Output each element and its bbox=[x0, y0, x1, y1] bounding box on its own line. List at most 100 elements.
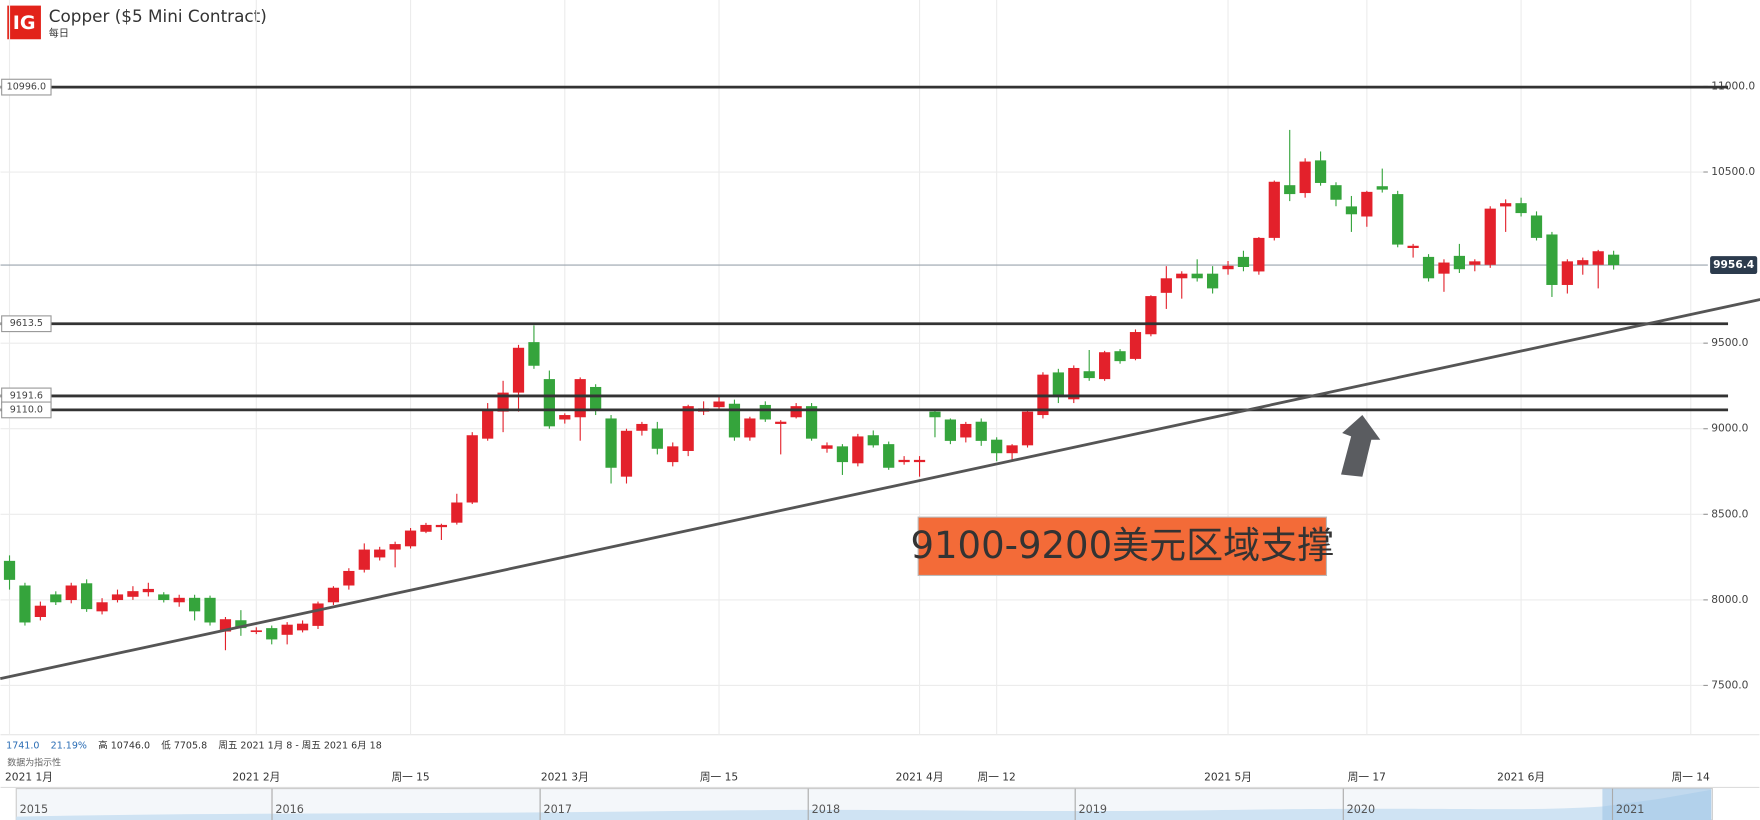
candle-body bbox=[389, 544, 401, 550]
candle-body bbox=[1484, 208, 1496, 265]
candle-body bbox=[219, 619, 232, 632]
last-price-box bbox=[1710, 256, 1758, 275]
candle-body bbox=[404, 530, 417, 547]
candle-body bbox=[1099, 352, 1111, 380]
candle-body bbox=[605, 418, 617, 468]
candle-body bbox=[913, 459, 926, 463]
candle-body bbox=[759, 404, 771, 420]
candle-body bbox=[713, 401, 725, 408]
candle-body bbox=[1129, 332, 1142, 359]
candle-body bbox=[250, 630, 262, 633]
navigator-label: 2017 bbox=[543, 803, 572, 816]
level-label: 9613.5 bbox=[10, 318, 43, 329]
candle-body bbox=[1361, 191, 1373, 217]
x-tick-label: 周一 15 bbox=[700, 770, 738, 783]
x-tick-label: 周一 14 bbox=[1672, 770, 1710, 783]
candle-body bbox=[1469, 261, 1481, 265]
candle-body bbox=[189, 597, 201, 612]
last-price-label: 9956.4 bbox=[1713, 258, 1754, 271]
candle-body bbox=[1068, 367, 1080, 400]
stat: 21.19% bbox=[51, 740, 87, 751]
candle-body bbox=[281, 624, 293, 635]
navigator-label: 2021 bbox=[1616, 803, 1645, 816]
candle-body bbox=[1592, 251, 1604, 265]
candle-body bbox=[81, 583, 93, 610]
note: 数据为指示性 bbox=[7, 756, 61, 768]
logo: IG bbox=[13, 12, 36, 34]
candle-body bbox=[1515, 203, 1527, 214]
candle-body bbox=[327, 587, 340, 603]
candle-body bbox=[1191, 273, 1203, 279]
candle-body bbox=[682, 406, 694, 451]
y-tick-label: 10500.0 bbox=[1711, 165, 1755, 178]
arrow bbox=[1341, 415, 1381, 477]
candle-body bbox=[744, 418, 756, 438]
y-tick-label: 9000.0 bbox=[1711, 422, 1748, 435]
candle-body bbox=[142, 588, 154, 593]
stat: 1741.0 bbox=[6, 740, 39, 751]
x-tick-label: 周一 15 bbox=[391, 770, 429, 783]
candle-body bbox=[374, 549, 386, 558]
stat: 低 7705.8 bbox=[161, 739, 207, 751]
candle-body bbox=[821, 445, 833, 449]
candle-body bbox=[1546, 234, 1558, 285]
candle-body bbox=[1145, 296, 1157, 335]
y-tick-label: 9500.0 bbox=[1711, 336, 1748, 349]
candle-body bbox=[1561, 261, 1573, 285]
level-label: 10996.0 bbox=[7, 82, 46, 93]
candle-body bbox=[559, 415, 571, 420]
x-tick-label: 2021 1月 bbox=[5, 770, 53, 783]
candle-body bbox=[590, 386, 602, 410]
candle-body bbox=[1268, 181, 1280, 238]
candle-body bbox=[466, 435, 478, 503]
candle-body bbox=[1299, 161, 1311, 194]
candle-body bbox=[1206, 273, 1219, 289]
candle-body bbox=[775, 421, 787, 424]
candle-body bbox=[343, 570, 355, 586]
x-tick-label: 周一 17 bbox=[1348, 770, 1386, 783]
candle-body bbox=[451, 502, 463, 523]
candle-body bbox=[852, 436, 864, 464]
candle-body bbox=[3, 560, 16, 580]
candle-body bbox=[420, 524, 432, 532]
candle-body bbox=[1392, 194, 1404, 245]
x-tick-label: 2021 2月 bbox=[232, 770, 280, 783]
x-tick-label: 周一 12 bbox=[978, 770, 1016, 783]
y-tick-label: 8000.0 bbox=[1711, 593, 1748, 606]
candle-body bbox=[96, 602, 108, 612]
navigator-window bbox=[1602, 788, 1712, 820]
candle-body bbox=[312, 603, 324, 626]
candle-body bbox=[1114, 351, 1126, 362]
candle-body bbox=[805, 406, 818, 439]
y-tick-label: 8500.0 bbox=[1711, 507, 1748, 520]
candle-body bbox=[266, 628, 278, 640]
candle-body bbox=[1608, 254, 1620, 266]
stat: 高 10746.0 bbox=[98, 739, 150, 751]
candle-body bbox=[50, 594, 62, 603]
candle-body bbox=[1237, 256, 1250, 267]
candle-body bbox=[651, 428, 663, 449]
candle-body bbox=[1052, 372, 1064, 398]
candle-body bbox=[1422, 256, 1435, 279]
candle-body bbox=[235, 620, 247, 629]
candle-body bbox=[867, 435, 879, 446]
candle-body bbox=[790, 406, 802, 418]
x-tick-label: 2021 6月 bbox=[1497, 770, 1545, 783]
chart-title: Copper ($5 Mini Contract) bbox=[49, 6, 267, 26]
candle-body bbox=[636, 423, 648, 431]
candle-body bbox=[1253, 237, 1265, 272]
candle-body bbox=[1330, 185, 1342, 200]
candle-body bbox=[1453, 255, 1465, 270]
navigator-label: 2016 bbox=[275, 803, 304, 816]
candle-body bbox=[975, 421, 987, 441]
candle-body bbox=[1438, 262, 1450, 274]
candle-body bbox=[991, 439, 1003, 454]
level-label-box bbox=[1, 78, 52, 96]
candle-body bbox=[836, 446, 849, 463]
logo-box bbox=[7, 5, 41, 40]
candle-body bbox=[1314, 160, 1327, 183]
candle-body bbox=[960, 423, 972, 438]
candle-body bbox=[528, 342, 540, 366]
candle-body bbox=[19, 585, 31, 623]
